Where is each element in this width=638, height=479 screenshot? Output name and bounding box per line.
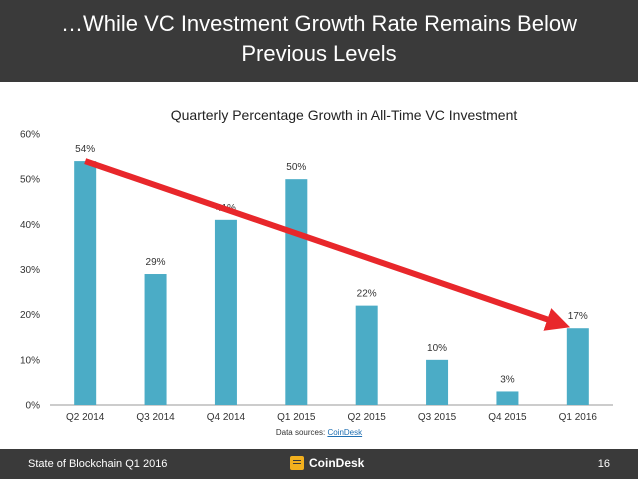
coindesk-logo-icon xyxy=(290,456,304,470)
slide-header: …While VC Investment Growth Rate Remains… xyxy=(0,0,638,82)
bar-q1-2015 xyxy=(285,179,308,405)
footer-report-title: State of Blockchain Q1 2016 xyxy=(28,458,168,470)
y-tick-label: 10% xyxy=(20,355,40,366)
bar-q1-2016 xyxy=(566,328,589,405)
bar-q2-2014 xyxy=(74,161,97,405)
bar-q3-2015 xyxy=(426,359,449,405)
x-tick-label: Q1 2015 xyxy=(277,412,316,423)
y-tick-label: 0% xyxy=(26,401,41,412)
y-tick-label: 60% xyxy=(20,130,40,141)
bar-data-label: 54% xyxy=(75,144,95,155)
y-tick-label: 30% xyxy=(20,265,40,276)
x-tick-label: Q2 2014 xyxy=(66,412,105,423)
bar-q3-2014 xyxy=(144,274,167,405)
y-tick-label: 50% xyxy=(20,175,40,186)
brand-name: CoinDesk xyxy=(309,456,365,470)
x-tick-label: Q3 2015 xyxy=(418,412,457,423)
trend-arrow xyxy=(84,158,571,331)
x-tick-label: Q2 2015 xyxy=(348,412,387,423)
x-tick-label: Q4 2015 xyxy=(488,412,527,423)
y-tick-label: 20% xyxy=(20,310,40,321)
page-number: 16 xyxy=(597,458,610,470)
x-tick-label: Q3 2014 xyxy=(136,412,175,423)
bar-q4-2015 xyxy=(496,391,519,405)
bar-data-label: 29% xyxy=(146,257,166,268)
bar-data-label: 50% xyxy=(286,162,306,173)
bar-q4-2014 xyxy=(214,219,237,405)
coindesk-brand: CoinDesk xyxy=(290,456,364,470)
chart-title: Quarterly Percentage Growth in All-Time … xyxy=(171,107,518,123)
y-tick-label: 40% xyxy=(20,220,40,231)
bar-data-label: 22% xyxy=(357,289,377,300)
x-tick-label: Q1 2016 xyxy=(559,412,598,423)
data-source-note: Data sources: CoinDesk xyxy=(0,428,638,437)
x-tick-label: Q4 2014 xyxy=(207,412,246,423)
bar-chart: Quarterly Percentage Growth in All-Time … xyxy=(20,107,613,423)
data-source-prefix: Data sources: xyxy=(275,428,328,437)
bar-q2-2015 xyxy=(355,305,378,405)
bar-data-label: 10% xyxy=(427,343,447,354)
slide-title: …While VC Investment Growth Rate Remains… xyxy=(61,11,577,66)
bar-data-label: 3% xyxy=(500,374,515,385)
slide-footer: State of Blockchain Q1 2016 CoinDesk 16 xyxy=(0,449,638,479)
bar-data-label: 17% xyxy=(568,311,588,322)
coindesk-source-link[interactable]: CoinDesk xyxy=(327,428,363,437)
